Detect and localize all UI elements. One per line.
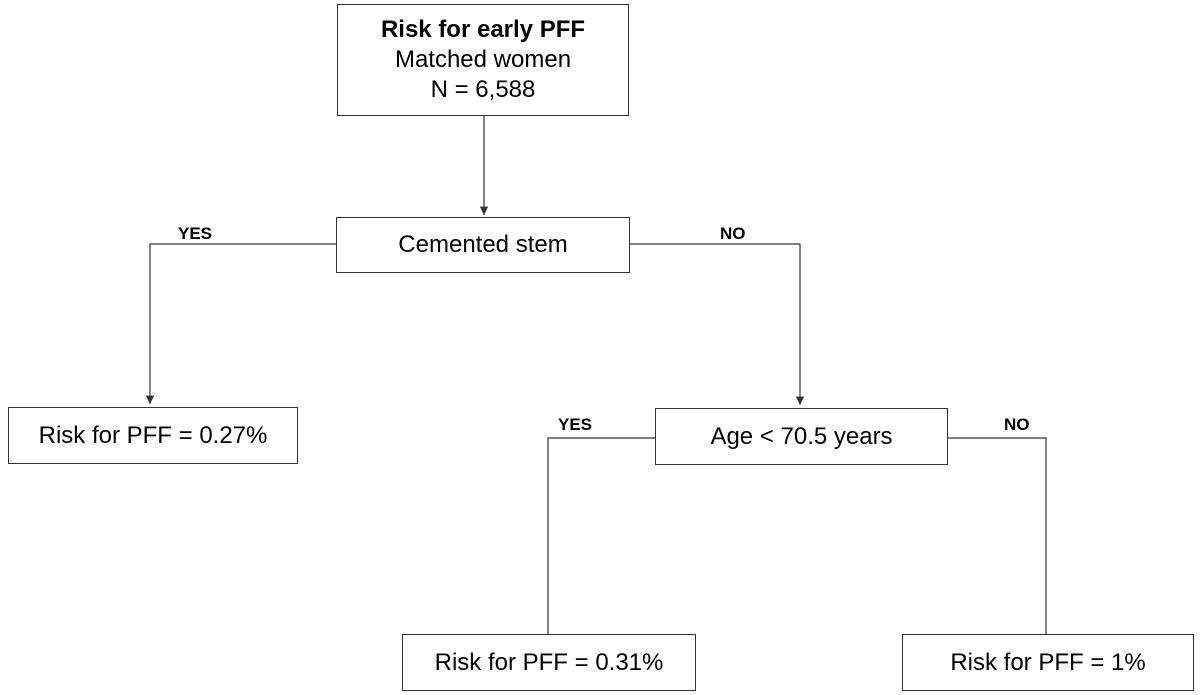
leaf-cemented-label: Risk for PFF = 0.27% — [38, 421, 268, 449]
edge-cemented-no — [630, 243, 805, 405]
cemented-stem-node: Cemented stem — [336, 217, 630, 273]
leaf-old-node: Risk for PFF = 1% — [902, 634, 1194, 691]
leaf-young-node: Risk for PFF = 0.31% — [402, 634, 696, 691]
leaf-cemented-node: Risk for PFF = 0.27% — [8, 407, 298, 464]
age-yes-label: YES — [558, 415, 593, 434]
age-no-label: NO — [1004, 415, 1030, 434]
cemented-stem-label: Cemented stem — [398, 231, 568, 258]
age-split-node: Age < 70.5 years — [655, 408, 948, 465]
edge-cemented-yes — [145, 243, 336, 404]
leaf-old-label: Risk for PFF = 1% — [950, 648, 1146, 676]
leaf-young-label: Risk for PFF = 0.31% — [434, 648, 664, 676]
root-node: Risk for early PFF Matched women N = 6,5… — [337, 4, 629, 116]
age-split-label: Age < 70.5 years — [710, 422, 893, 450]
cemented-no-label: NO — [720, 224, 746, 243]
edge-age-yes — [543, 437, 655, 685]
root-count: N = 6,588 — [430, 76, 536, 103]
root-title: Risk for early PFF — [380, 16, 586, 43]
cemented-yes-label: YES — [178, 224, 213, 243]
edge-age-no — [948, 437, 1051, 685]
root-subtitle: Matched women — [394, 46, 572, 73]
